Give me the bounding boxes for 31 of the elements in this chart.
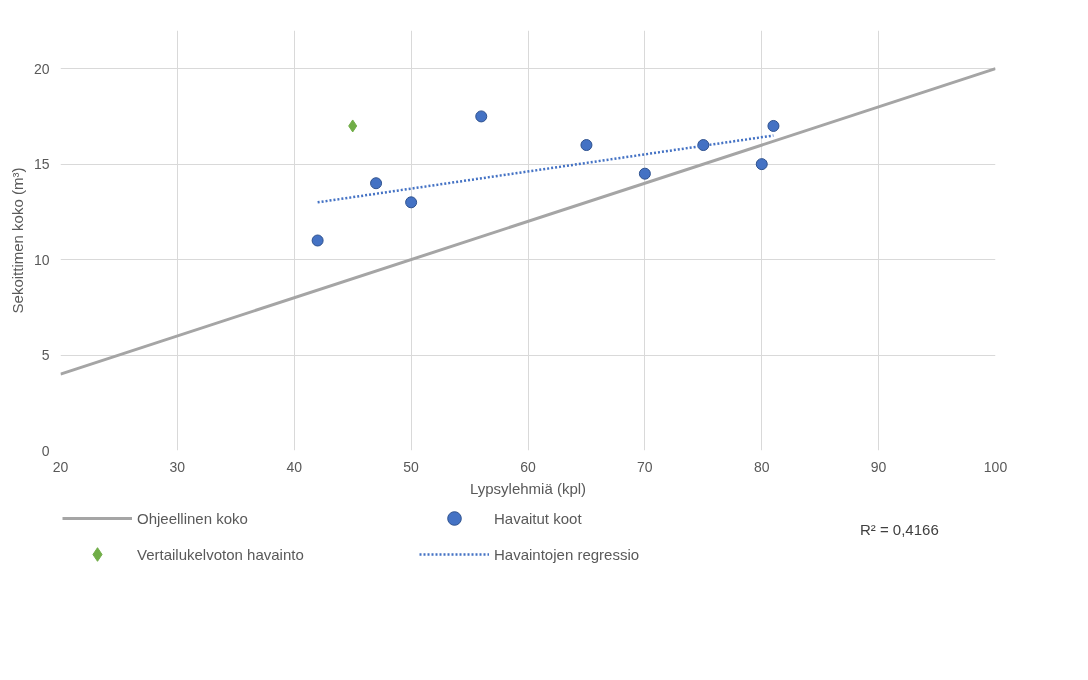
point: [580, 139, 593, 152]
point: [638, 167, 651, 180]
point: [755, 158, 768, 171]
x-tick-label: 90: [870, 458, 887, 475]
x-tick-label: 80: [753, 458, 770, 475]
text: R² = 0,4166: [859, 520, 939, 538]
x-tick-label: 50: [403, 458, 420, 475]
y-tick-label: 10: [33, 251, 50, 268]
y-tick-label: 5: [41, 347, 50, 364]
point: [370, 177, 383, 190]
point: [697, 139, 710, 152]
legend-label: Ohjeellinen koko: [137, 508, 249, 528]
y-tick-label: 20: [33, 60, 50, 77]
legend-label: Vertailukelvoton havainto: [137, 544, 305, 564]
y-tick-label: 0: [41, 442, 50, 459]
x-tick-label: 100: [983, 458, 1008, 475]
legend-label: Havaintojen regressio: [494, 544, 641, 564]
x-tick-label: 20: [52, 458, 69, 475]
x-tick-label: 70: [637, 458, 653, 475]
legend-label: Havaitut koot: [494, 508, 583, 528]
point: [405, 196, 418, 209]
x-tick-label: 60: [520, 458, 536, 475]
point: [767, 119, 780, 132]
point: [311, 234, 324, 247]
y-tick-label: 15: [33, 156, 50, 173]
x-axis-title: Lypsylehmiä (kpl): [469, 479, 587, 497]
x-tick-label: 40: [286, 458, 303, 475]
y-axis-title: Sekoittimen koko (m³): [8, 167, 26, 314]
x-tick-label: 30: [169, 458, 186, 475]
point: [348, 119, 358, 133]
point: [475, 110, 488, 123]
